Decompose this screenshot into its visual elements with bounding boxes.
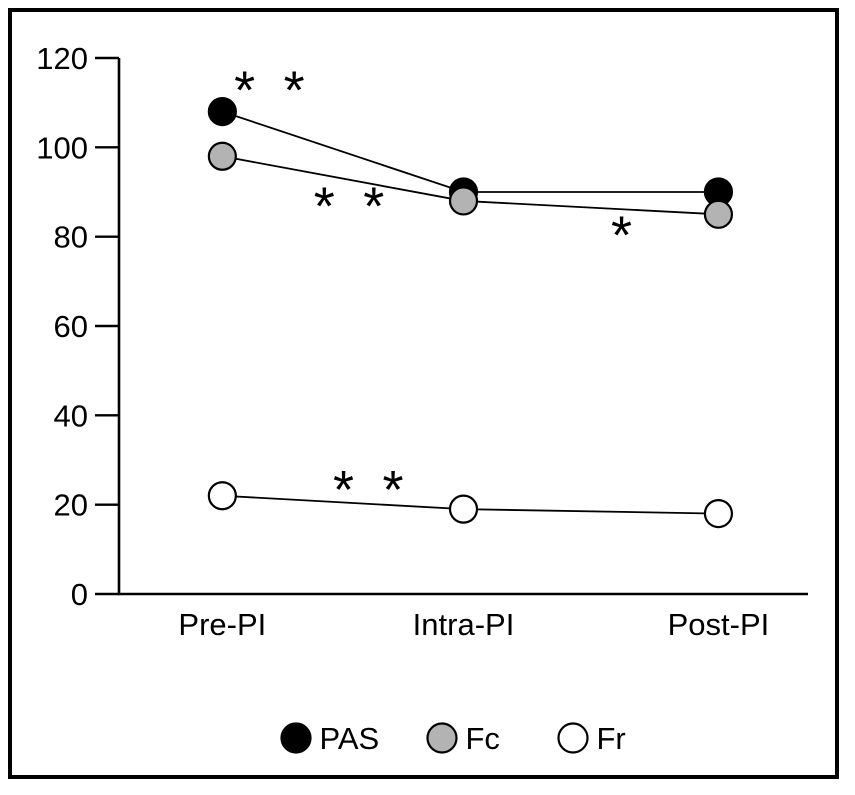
significance-annotation: * * <box>333 460 416 520</box>
legend-label-Fr: Fr <box>597 721 626 756</box>
marker-Fc-Post-PI <box>703 199 734 229</box>
x-tick-label: Intra-PI <box>413 607 515 642</box>
y-tick-label: 40 <box>54 398 88 433</box>
y-tick-label: 0 <box>71 577 88 612</box>
y-tick-label: 60 <box>54 309 88 344</box>
legend-marker-Fr <box>557 722 589 754</box>
legend-label-Fc: Fc <box>466 721 500 756</box>
y-tick-label: 20 <box>54 488 88 523</box>
legend-marker-Fc <box>426 722 458 754</box>
x-tick-label: Pre-PI <box>178 607 266 642</box>
marker-Fr-Pre-PI <box>207 481 237 511</box>
significance-annotation: * * <box>314 176 397 236</box>
y-tick-label: 120 <box>36 41 88 76</box>
y-tick-label: 100 <box>36 130 88 165</box>
y-tick-label: 80 <box>54 220 88 255</box>
legend-marker-PAS <box>280 722 312 754</box>
significance-annotation: * <box>611 206 632 266</box>
marker-Fr-Post-PI <box>703 498 734 529</box>
marker-PAS-Pre-PI <box>207 96 237 127</box>
marker-Fc-Pre-PI <box>207 141 237 171</box>
legend-label-PAS: PAS <box>320 721 380 756</box>
marker-Fc-Intra-PI <box>448 186 479 216</box>
significance-annotation: * * <box>234 60 317 120</box>
marker-Fr-Intra-PI <box>448 494 479 524</box>
x-tick-label: Post-PI <box>668 607 770 642</box>
